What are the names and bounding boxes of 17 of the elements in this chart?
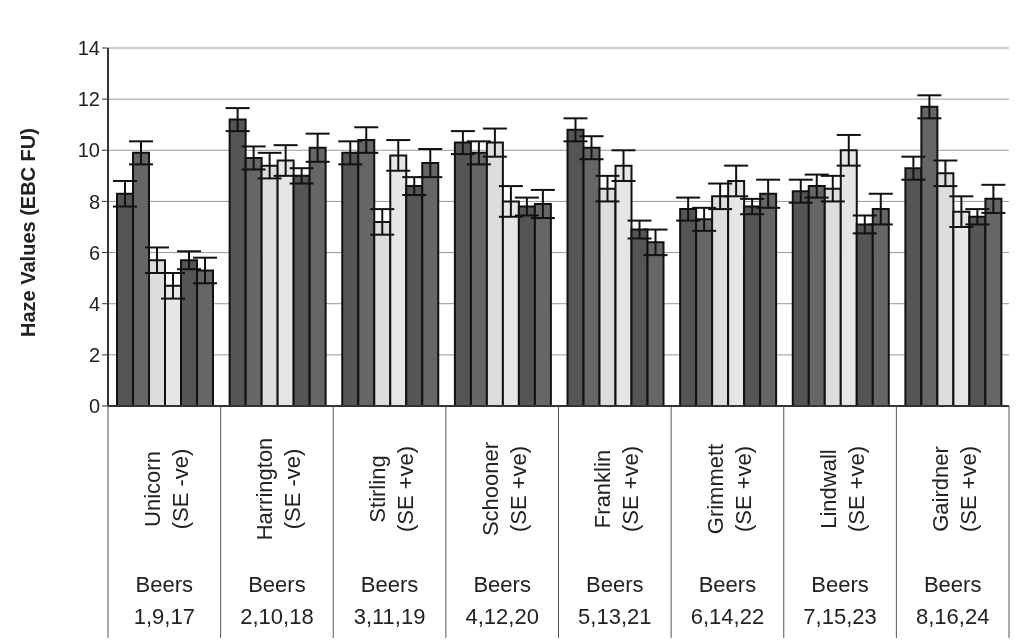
y-tick-label: 2	[88, 343, 100, 366]
category-label: Lindwall (SE +ve) Beers 7,15,23	[803, 445, 877, 629]
category-label: Grimmett (SE +ve) Beers 6,14,22	[690, 443, 765, 629]
y-tick-label: 12	[77, 88, 100, 111]
y-tick-label: 14	[77, 37, 100, 60]
category-label: Unicorn (SE -ve) Beers 1,9,17	[133, 448, 195, 629]
y-tick-label: 6	[88, 241, 100, 264]
category-label: Harrington (SE -ve) Beers 2,10,18	[240, 437, 314, 629]
y-tick-label: 0	[88, 395, 100, 418]
y-tick-label: 4	[88, 292, 100, 315]
category-label: Franklin (SE +ve) Beers 5,13,21	[578, 445, 652, 629]
category-label: Schooner (SE +ve) Beers 4,12,20	[465, 441, 539, 629]
category-label: Gairdner (SE +ve) Beers 8,16,24	[915, 445, 990, 629]
category-label: Stirling (SE +ve) Beers 3,11,19	[353, 445, 426, 629]
y-tick-label: 8	[88, 190, 100, 213]
y-tick-label: 10	[77, 139, 100, 162]
y-axis-title: Haze Values (EBC FU)	[17, 128, 40, 337]
